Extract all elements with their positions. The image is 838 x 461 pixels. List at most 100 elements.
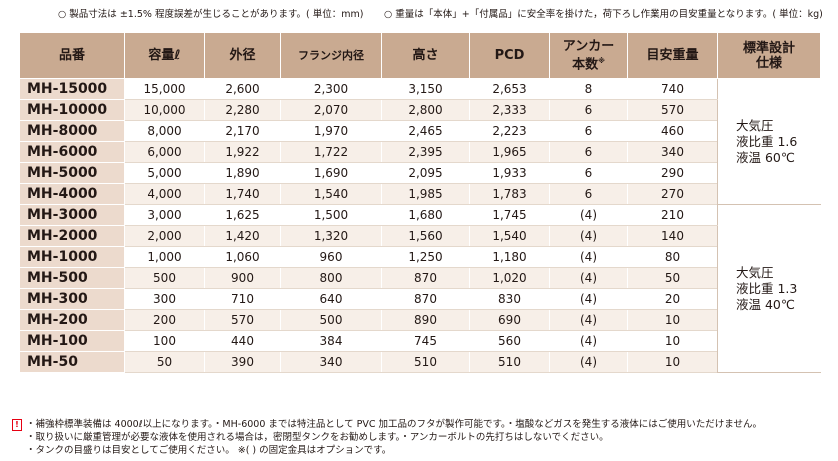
height-cell: 890 (381, 309, 470, 331)
outer-diameter-cell: 1,625 (204, 204, 281, 226)
model-cell: MH-50 (19, 351, 125, 373)
outer-diameter-cell: 1,922 (204, 141, 281, 163)
header-flange-inner: フランジ内径 (280, 32, 382, 79)
dimension-tolerance-note: ○ 製品寸法は ±1.5% 程度誤差が生じることがあります。( 単位：mm) (58, 9, 364, 20)
table-row: MH-3000 3,000 1,625 1,500 1,680 1,745 (4) 210 大気… (19, 204, 821, 373)
weight-cell: 80 (627, 246, 718, 268)
model-cell: MH-100 (19, 330, 125, 352)
model-cell: MH-300 (19, 288, 125, 310)
header-spec-line2: 仕様 (755, 55, 782, 71)
anchor-count-cell: 6 (549, 141, 628, 163)
pcd-cell: 1,783 (469, 183, 550, 205)
height-cell: 1,250 (381, 246, 470, 268)
flange-inner-cell: 384 (280, 330, 382, 352)
flange-inner-cell: 2,300 (280, 78, 382, 100)
height-cell: 1,680 (381, 204, 470, 226)
anchor-count-cell: (4) (549, 351, 628, 373)
capacity-cell: 1,000 (124, 246, 205, 268)
anchor-count-cell: (4) (549, 267, 628, 289)
flange-inner-cell: 1,500 (280, 204, 382, 226)
height-cell: 1,560 (381, 225, 470, 247)
capacity-cell: 200 (124, 309, 205, 331)
capacity-cell: 8,000 (124, 120, 205, 142)
note-line-3: ・タンクの目盛りは目安としてご使用ください。 ※( ) の固定金具はオプションで… (26, 445, 392, 456)
capacity-cell: 3,000 (124, 204, 205, 226)
header-row: 品番 容量ℓ 外径 フランジ内径 高さ PCD アンカー 本数※ 目安重量 標準… (19, 32, 821, 79)
pcd-cell: 690 (469, 309, 550, 331)
pcd-cell: 2,333 (469, 99, 550, 121)
anchor-count-cell: (4) (549, 309, 628, 331)
pcd-cell: 1,965 (469, 141, 550, 163)
header-anchor-mark: ※ (598, 56, 605, 65)
height-cell: 3,150 (381, 78, 470, 100)
height-cell: 870 (381, 288, 470, 310)
table-row: MH-2000 2,000 1,420 1,320 1,560 1,540 (4) 140 (19, 225, 821, 247)
anchor-count-cell: 6 (549, 120, 628, 142)
weight-cell: 10 (627, 309, 718, 331)
design-spec-cell: 大気圧 液比重 1.6 液温 60℃ (717, 78, 821, 205)
note-line-1: ! ・補強枠標準装備は 4000ℓ以上になります。・MH-6000 までは特注品… (12, 418, 762, 431)
capacity-cell: 50 (124, 351, 205, 373)
design-spec-line1: 大気圧 (736, 264, 774, 280)
model-cell: MH-1000 (19, 246, 125, 268)
anchor-count-cell: (4) (549, 246, 628, 268)
note-line-2: ・取り扱いに厳重管理が必要な液体を使用される場合は，密閉型タンクをお勧めします。… (26, 432, 609, 443)
anchor-count-cell: (4) (549, 288, 628, 310)
height-cell: 745 (381, 330, 470, 352)
height-cell: 2,800 (381, 99, 470, 121)
pcd-cell: 560 (469, 330, 550, 352)
table-row: MH-15000 15,000 2,600 2,300 3,150 2,653 8 740 大気… (19, 78, 821, 205)
pcd-cell: 2,223 (469, 120, 550, 142)
anchor-count-cell: 8 (549, 78, 628, 100)
pcd-cell: 1,745 (469, 204, 550, 226)
capacity-cell: 5,000 (124, 162, 205, 184)
header-design-spec: 標準設計 仕様 (717, 32, 821, 79)
height-cell: 1,985 (381, 183, 470, 205)
weight-cell: 460 (627, 120, 718, 142)
anchor-count-cell: (4) (549, 225, 628, 247)
model-cell: MH-2000 (19, 225, 125, 247)
anchor-count-cell: 6 (549, 162, 628, 184)
design-spec-line3: 液温 40℃ (736, 296, 795, 312)
model-cell: MH-200 (19, 309, 125, 331)
weight-cell: 10 (627, 330, 718, 352)
table-row: MH-8000 8,000 2,170 1,970 2,465 2,223 6 460 (19, 120, 821, 142)
flange-inner-cell: 2,070 (280, 99, 382, 121)
pcd-cell: 1,180 (469, 246, 550, 268)
outer-diameter-cell: 1,420 (204, 225, 281, 247)
weight-cell: 340 (627, 141, 718, 163)
header-anchor-line2: 本数※ (550, 54, 627, 72)
outer-diameter-cell: 2,280 (204, 99, 281, 121)
capacity-cell: 2,000 (124, 225, 205, 247)
flange-inner-cell: 1,320 (280, 225, 382, 247)
model-cell: MH-10000 (19, 99, 125, 121)
design-spec-cell: 大気圧 液比重 1.3 液温 40℃ (717, 204, 821, 373)
outer-diameter-cell: 2,600 (204, 78, 281, 100)
model-cell: MH-3000 (19, 204, 125, 226)
weight-cell: 10 (627, 351, 718, 373)
weight-note: ○ 重量は「本体」+「付属品」に安全率を掛けた，荷下ろし作業用の目安重量となりま… (384, 9, 823, 20)
header-anchor-text: 本数 (572, 57, 599, 73)
height-cell: 2,095 (381, 162, 470, 184)
weight-cell: 140 (627, 225, 718, 247)
flange-inner-cell: 640 (280, 288, 382, 310)
outer-diameter-cell: 1,890 (204, 162, 281, 184)
flange-inner-cell: 500 (280, 309, 382, 331)
weight-cell: 20 (627, 288, 718, 310)
header-height: 高さ (381, 32, 470, 79)
header-anchor-line1: アンカー (562, 38, 615, 54)
flange-inner-cell: 340 (280, 351, 382, 373)
model-cell: MH-500 (19, 267, 125, 289)
capacity-cell: 4,000 (124, 183, 205, 205)
height-cell: 510 (381, 351, 470, 373)
table-row: MH-50 50 390 340 510 510 (4) 10 (19, 351, 821, 373)
capacity-cell: 500 (124, 267, 205, 289)
table-row: MH-300 300 710 640 870 830 (4) 20 (19, 288, 821, 310)
pcd-cell: 1,020 (469, 267, 550, 289)
capacity-cell: 300 (124, 288, 205, 310)
model-cell: MH-5000 (19, 162, 125, 184)
header-outer-diameter: 外径 (204, 32, 281, 79)
table-row: MH-10000 10,000 2,280 2,070 2,800 2,333 6 570 (19, 99, 821, 121)
capacity-cell: 10,000 (124, 99, 205, 121)
model-cell: MH-8000 (19, 120, 125, 142)
